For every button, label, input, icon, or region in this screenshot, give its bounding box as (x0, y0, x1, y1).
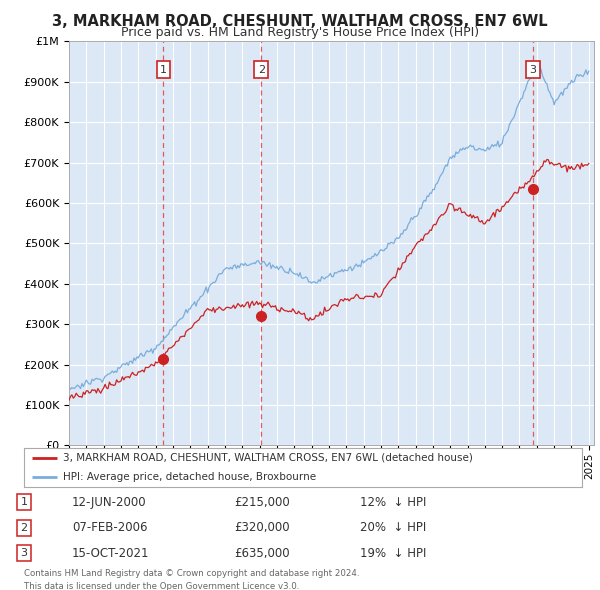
Text: 12-JUN-2000: 12-JUN-2000 (72, 496, 146, 509)
Text: 2: 2 (258, 64, 265, 74)
Text: 3: 3 (530, 64, 536, 74)
Text: 3, MARKHAM ROAD, CHESHUNT, WALTHAM CROSS, EN7 6WL (detached house): 3, MARKHAM ROAD, CHESHUNT, WALTHAM CROSS… (63, 453, 473, 463)
Text: 19%  ↓ HPI: 19% ↓ HPI (360, 546, 427, 560)
Text: 3, MARKHAM ROAD, CHESHUNT, WALTHAM CROSS, EN7 6WL: 3, MARKHAM ROAD, CHESHUNT, WALTHAM CROSS… (52, 14, 548, 29)
Text: £215,000: £215,000 (234, 496, 290, 509)
Text: HPI: Average price, detached house, Broxbourne: HPI: Average price, detached house, Brox… (63, 472, 316, 482)
Text: 1: 1 (160, 64, 167, 74)
Text: 1: 1 (20, 497, 28, 507)
Text: £320,000: £320,000 (234, 521, 290, 535)
Text: 20%  ↓ HPI: 20% ↓ HPI (360, 521, 426, 535)
Text: Contains HM Land Registry data © Crown copyright and database right 2024.: Contains HM Land Registry data © Crown c… (24, 569, 359, 578)
Text: 3: 3 (20, 548, 28, 558)
Text: 12%  ↓ HPI: 12% ↓ HPI (360, 496, 427, 509)
Text: Price paid vs. HM Land Registry's House Price Index (HPI): Price paid vs. HM Land Registry's House … (121, 26, 479, 39)
Text: This data is licensed under the Open Government Licence v3.0.: This data is licensed under the Open Gov… (24, 582, 299, 590)
Text: 07-FEB-2006: 07-FEB-2006 (72, 521, 148, 535)
Text: £635,000: £635,000 (234, 546, 290, 560)
Text: 15-OCT-2021: 15-OCT-2021 (72, 546, 149, 560)
Text: 2: 2 (20, 523, 28, 533)
